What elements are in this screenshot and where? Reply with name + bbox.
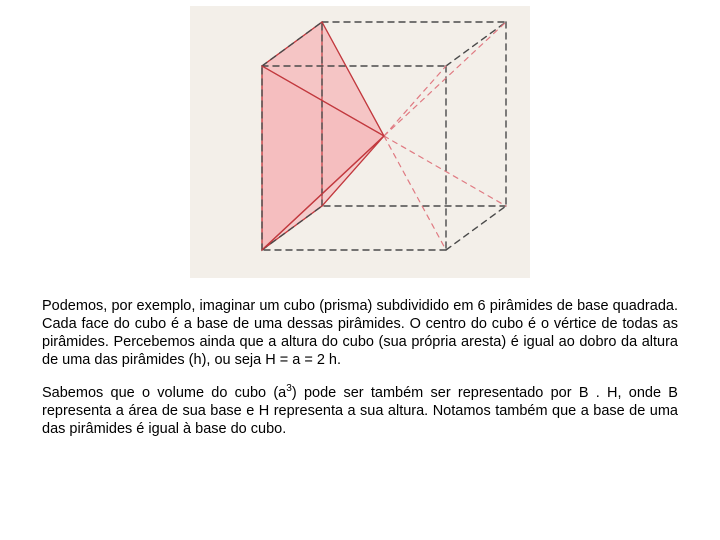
text-block: Podemos, por exemplo, imaginar um cubo (… [0,297,720,438]
paragraph-2-text-a: Sabemos que o volume do cubo (a [42,385,286,401]
paragraph-1: Podemos, por exemplo, imaginar um cubo (… [42,297,678,370]
paragraph-2: Sabemos que o volume do cubo (a3) pode s… [42,384,678,438]
figure-container [0,0,720,283]
cube-pyramid-figure [190,6,530,283]
paragraph-1-text: Podemos, por exemplo, imaginar um cubo (… [42,298,678,368]
page: Podemos, por exemplo, imaginar um cubo (… [0,0,720,540]
cube-diagram-svg [190,6,530,278]
